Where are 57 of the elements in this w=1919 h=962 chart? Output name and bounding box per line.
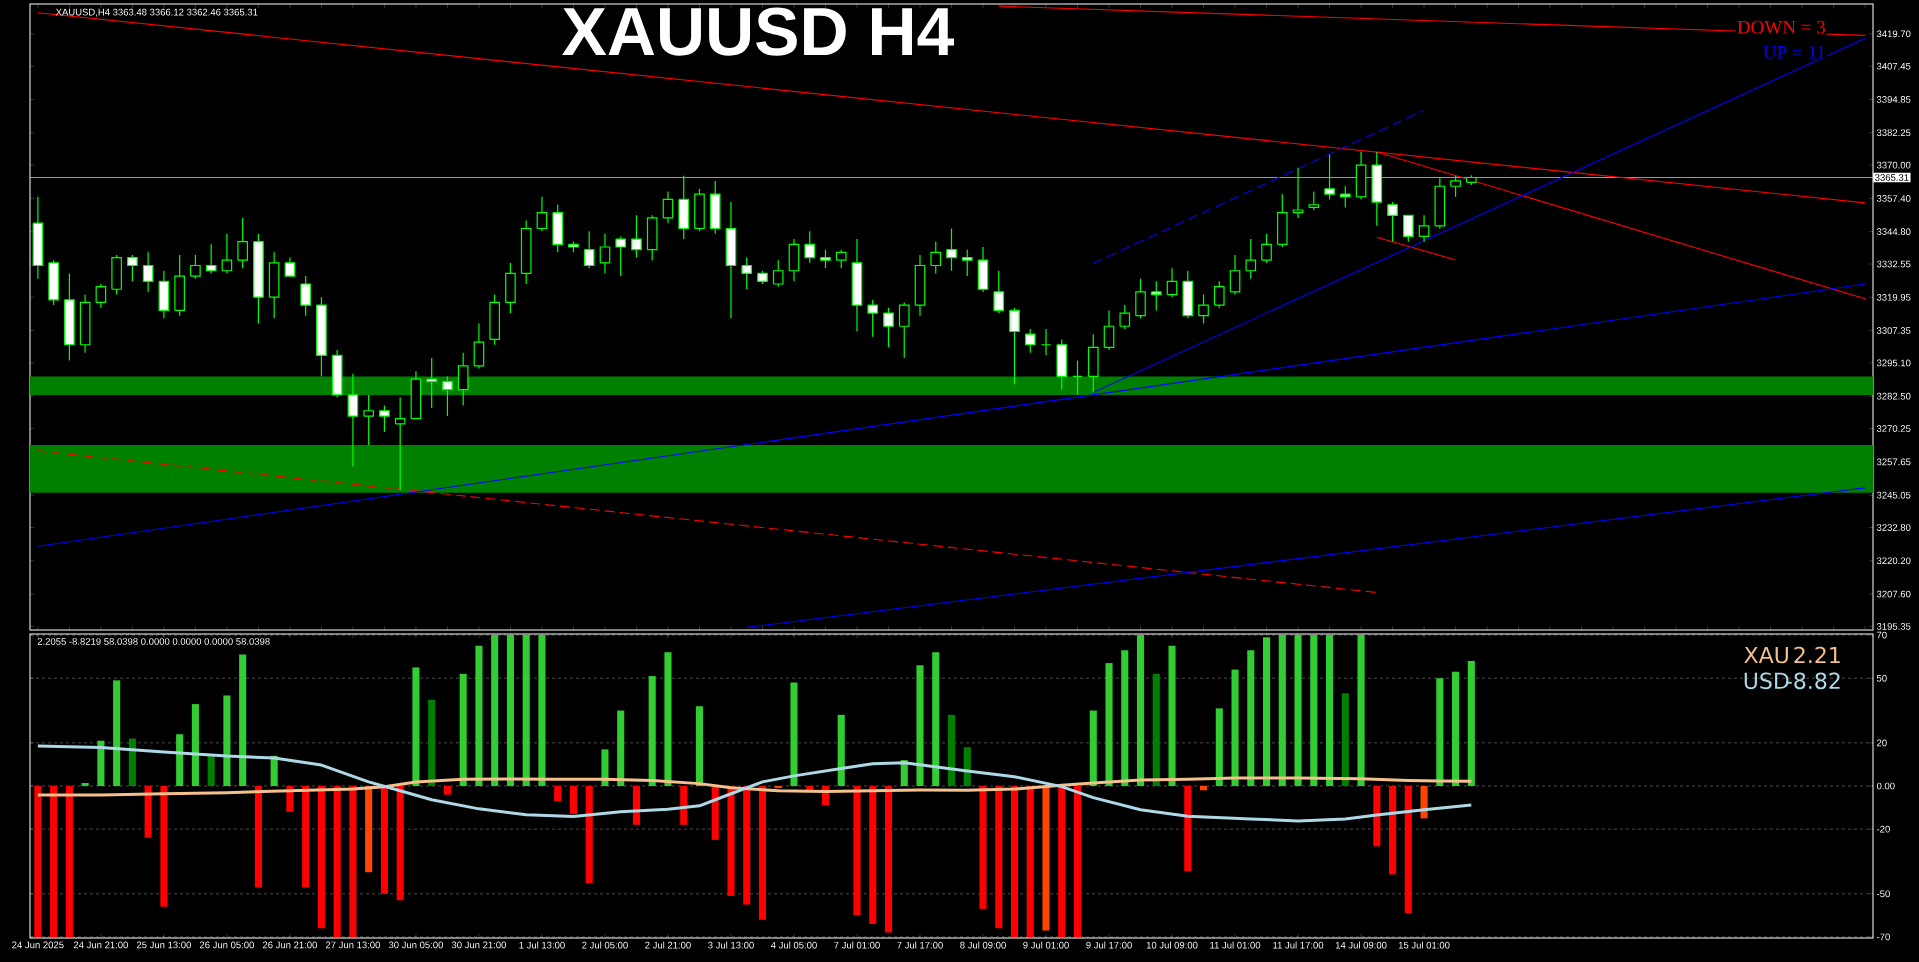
- y-tick-label: 3207.60: [1876, 590, 1911, 598]
- x-tick-label: 4 Jul 05:00: [770, 941, 817, 949]
- y-tick-label: 50: [1876, 674, 1887, 682]
- x-tick-label: 9 Jul 01:00: [1023, 941, 1069, 949]
- y-tick-label: 3307.35: [1876, 327, 1911, 334]
- y-tick-label: 3419.70: [1876, 30, 1911, 38]
- y-tick-label: 3220.20: [1876, 557, 1911, 565]
- x-tick-label: 8 Jul 09:00: [960, 941, 1006, 949]
- y-tick-label: 3282.50: [1876, 392, 1911, 400]
- y-tick-label: 3357.40: [1876, 195, 1911, 202]
- chart-title: XAUUSD H4: [562, 7, 954, 56]
- ref-line-label: 3365.31: [1875, 174, 1909, 181]
- x-tick-label: 26 Jun 05:00: [199, 941, 254, 949]
- y-tick-label: 0.00: [1876, 782, 1895, 790]
- x-tick-label: 11 Jul 01:00: [1210, 941, 1261, 949]
- x-tick-label: 24 Jun 21:00: [73, 941, 128, 949]
- y-tick-label: 70: [1877, 631, 1887, 639]
- x-tick-label: 1 Jul 13:00: [519, 941, 565, 949]
- y-tick-label: 3407.45: [1876, 62, 1911, 70]
- y-tick-label: 3295.10: [1876, 359, 1911, 367]
- x-tick-label: 9 Jul 17:00: [1086, 941, 1132, 949]
- y-tick-label: 3394.85: [1876, 96, 1911, 103]
- annotation: DOWN = 3: [1737, 20, 1825, 34]
- x-tick-label: 7 Jul 17:00: [897, 941, 943, 949]
- y-tick-label: 3319.95: [1876, 293, 1911, 301]
- y-tick-label: 20: [1877, 739, 1887, 747]
- x-tick-label: 25 Jun 13:00: [136, 941, 191, 949]
- y-tick-label: 3344.80: [1876, 228, 1911, 236]
- y-tick-label: 3245.05: [1876, 491, 1911, 499]
- text: XAU: [1744, 646, 1788, 664]
- annotation: UP = 11: [1763, 45, 1825, 59]
- x-tick-label: 26 Jun 21:00: [262, 941, 317, 949]
- x-tick-label: 3 Jul 13:00: [708, 941, 754, 949]
- y-tick-label: 3195.35: [1876, 623, 1911, 630]
- chart-title: 2.2055 -8.8219 58.0398 0.0000 0.0000 0.0000 58.0398: [37, 638, 270, 645]
- y-tick-label: 3257.65: [1876, 458, 1911, 466]
- y-tick-label: 3370.00: [1876, 161, 1911, 169]
- x-tick-label: 7 Jul 01:00: [834, 941, 880, 949]
- x-tick-label: 14 Jul 09:00: [1335, 941, 1387, 949]
- y-tick-label: -70: [1876, 933, 1890, 941]
- y-tick-label: 3232.80: [1876, 524, 1911, 531]
- y-tick-label: -20: [1876, 825, 1890, 833]
- x-tick-label: 27 Jun 13:00: [325, 941, 380, 949]
- y-tick-label: 3382.25: [1876, 129, 1911, 137]
- x-tick-label: 30 Jun 21:00: [451, 941, 507, 949]
- x-tick-label: 2 Jul 05:00: [582, 941, 628, 949]
- annotation: 2.21: [1794, 646, 1840, 663]
- chart-subtitle: XAUUSD,H4 3363.48 3366.12 3362.46 3365.31: [55, 8, 258, 17]
- x-tick-label: 11 Jul 17:00: [1273, 941, 1324, 949]
- x-tick-label: 24 Jun 2025: [12, 941, 64, 949]
- x-tick-label: 10 Jul 09:00: [1146, 941, 1198, 949]
- x-tick-label: 30 Jun 05:00: [388, 941, 444, 949]
- y-tick-label: 3332.55: [1876, 260, 1911, 268]
- y-tick-label: 3270.25: [1876, 425, 1911, 432]
- x-tick-label: 15 Jul 01:00: [1398, 941, 1450, 949]
- x-tick-label: 2 Jul 21:00: [645, 941, 691, 949]
- y-tick-label: -50: [1876, 890, 1890, 898]
